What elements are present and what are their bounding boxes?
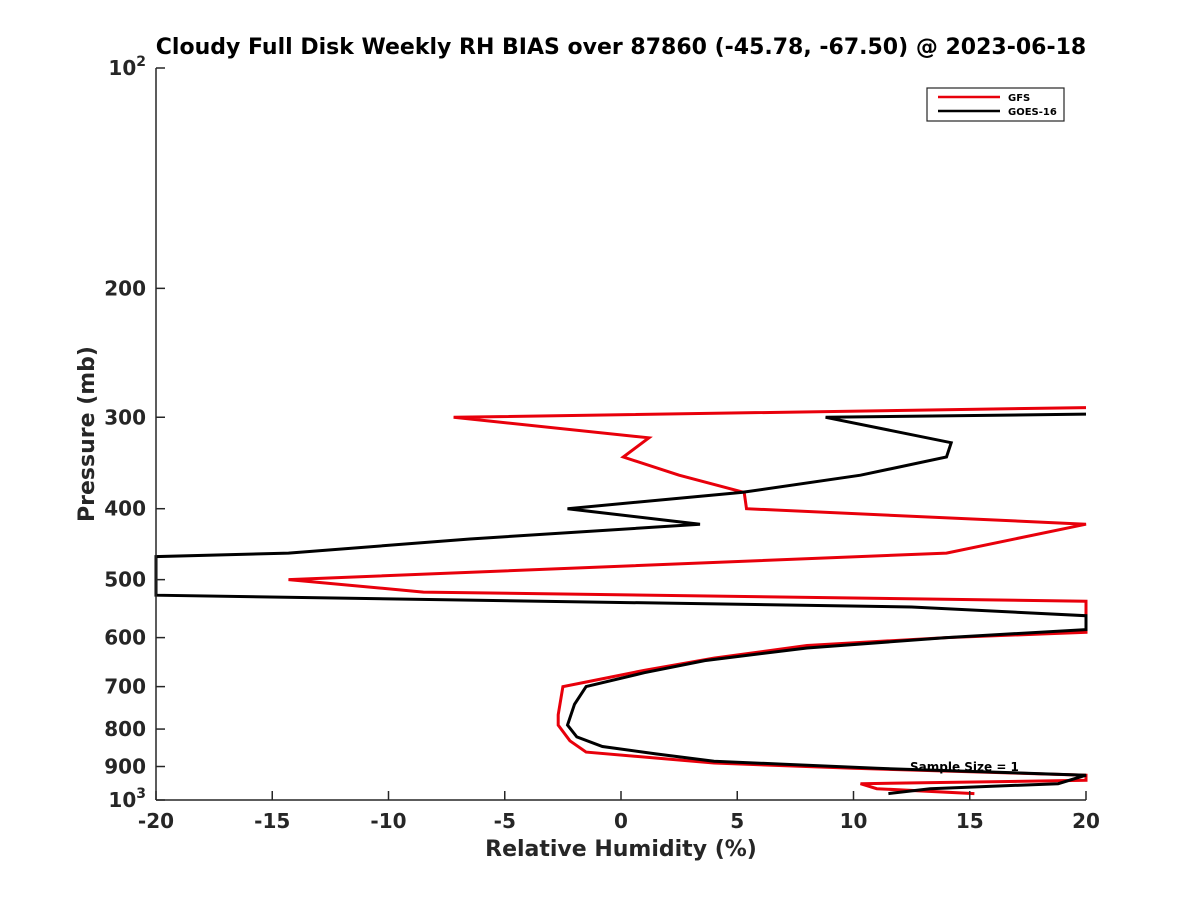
y-tick-label: 200 — [104, 276, 146, 300]
x-axis-ticks: -20 -15 -10 -5 0 5 10 15 20 — [138, 791, 1100, 833]
chart-title: Cloudy Full Disk Weekly RH BIAS over 878… — [156, 35, 1086, 60]
y-axis-ticks: 102 200 300 400 500 600 700 800 900 103 — [104, 54, 165, 812]
y-tick-label: 103 — [108, 786, 146, 812]
y-tick-label: 500 — [104, 568, 146, 592]
x-tick-label: -15 — [254, 809, 290, 833]
x-tick-label: 10 — [840, 809, 868, 833]
series-line-goes-16 — [154, 412, 1088, 796]
series-layer — [154, 406, 1088, 796]
x-tick-label: -10 — [370, 809, 406, 833]
y-tick-label: 102 — [108, 54, 146, 80]
x-tick-label: 15 — [956, 809, 984, 833]
y-axis-label: Pressure (mb) — [75, 346, 100, 522]
x-tick-label: 20 — [1072, 809, 1100, 833]
sample-size-annotation: Sample Size = 1 — [910, 760, 1019, 774]
legend-label-goes-16: GOES-16 — [1008, 107, 1057, 118]
y-tick-label: 900 — [104, 755, 146, 779]
x-tick-label: -20 — [138, 809, 174, 833]
y-tick-label: 800 — [104, 717, 146, 741]
x-tick-label: -5 — [494, 809, 516, 833]
legend-label-gfs: GFS — [1008, 93, 1030, 104]
x-tick-label: 0 — [614, 809, 628, 833]
legend-box — [926, 87, 1065, 122]
y-tick-label: 700 — [104, 675, 146, 699]
legend: GFS GOES-16 — [926, 87, 1065, 122]
y-tick-label: 600 — [104, 626, 146, 650]
x-axis-label: Relative Humidity (%) — [485, 837, 757, 862]
x-tick-label: 5 — [730, 809, 744, 833]
y-tick-label: 400 — [104, 497, 146, 521]
y-tick-label: 300 — [104, 405, 146, 429]
